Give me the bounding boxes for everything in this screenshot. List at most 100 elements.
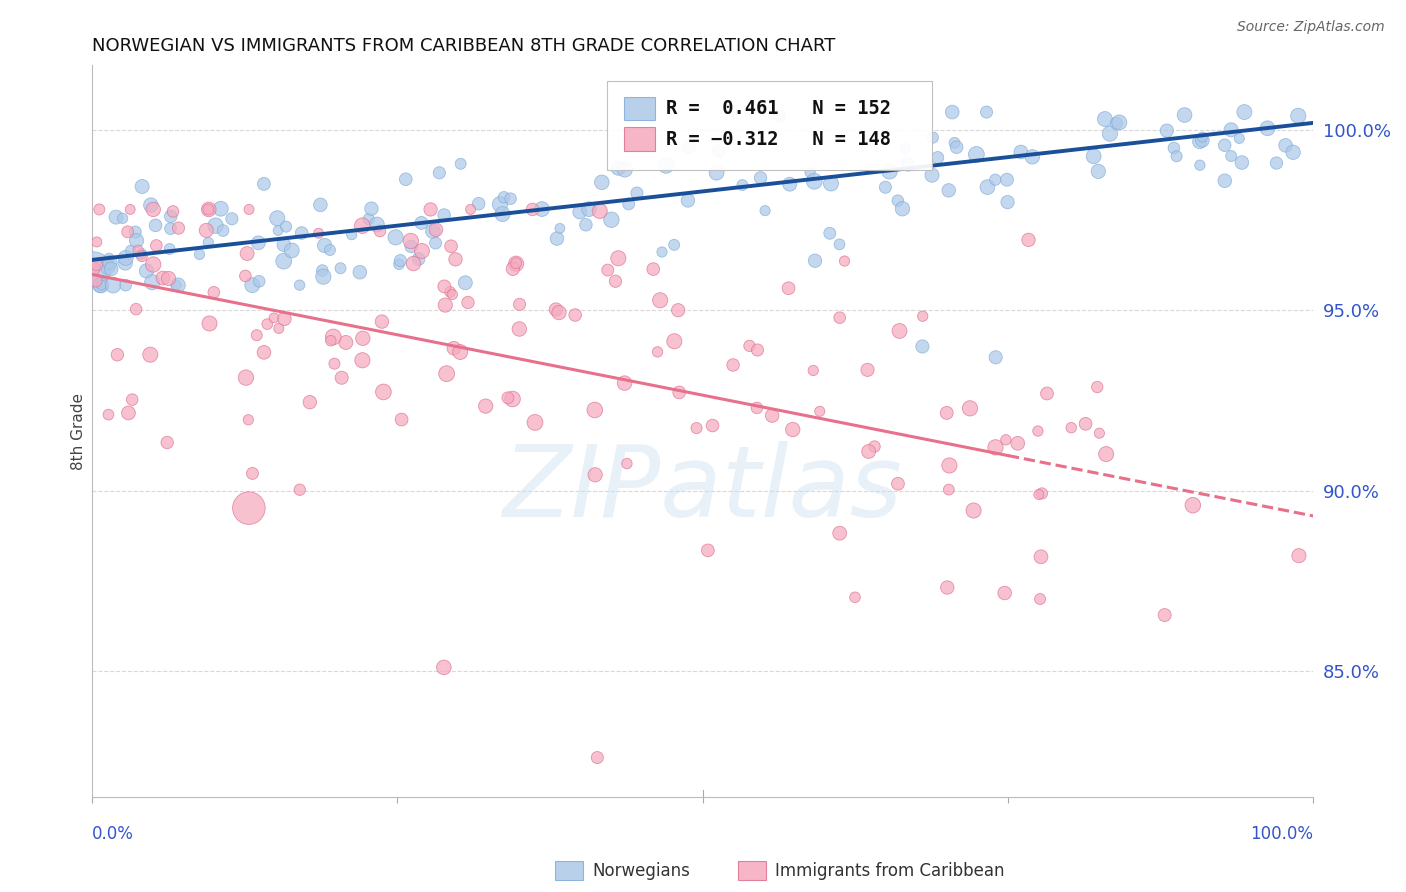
Point — [897, 157, 920, 171]
Point — [578, 202, 600, 216]
Point — [801, 363, 824, 377]
Point — [804, 253, 827, 268]
Point — [976, 180, 998, 194]
Point — [935, 406, 957, 420]
Point — [747, 343, 769, 357]
Point — [997, 195, 1019, 210]
Point — [731, 178, 754, 192]
Point — [247, 274, 270, 288]
Point — [643, 262, 665, 277]
Point — [607, 252, 630, 266]
Point — [145, 238, 167, 252]
Point — [467, 196, 489, 211]
Point — [312, 269, 335, 284]
Point — [388, 257, 411, 271]
Point — [1108, 115, 1130, 129]
Point — [460, 202, 482, 217]
Point — [891, 202, 914, 216]
Point — [204, 219, 226, 233]
Point — [1288, 549, 1310, 563]
Point — [1265, 156, 1288, 170]
Point — [97, 260, 120, 274]
Point — [439, 285, 461, 299]
Point — [863, 440, 886, 454]
Point — [340, 227, 363, 242]
Text: NORWEGIAN VS IMMIGRANTS FROM CARIBBEAN 8TH GRADE CORRELATION CHART: NORWEGIAN VS IMMIGRANTS FROM CARIBBEAN 8… — [91, 37, 835, 55]
Point — [159, 242, 181, 256]
Point — [1028, 487, 1050, 501]
Point — [1191, 130, 1213, 145]
Point — [1163, 141, 1185, 155]
Point — [589, 204, 612, 219]
Point — [425, 235, 447, 250]
Point — [782, 423, 804, 437]
Point — [489, 197, 512, 211]
Point — [911, 309, 934, 323]
Point — [668, 385, 690, 400]
Point — [1282, 145, 1305, 160]
Point — [818, 226, 841, 240]
Point — [548, 305, 571, 319]
Point — [298, 395, 321, 409]
Point — [114, 251, 136, 265]
Point — [875, 180, 897, 194]
Point — [1173, 108, 1195, 122]
Point — [844, 591, 866, 605]
Point — [591, 175, 613, 189]
Point — [962, 503, 984, 517]
Point — [600, 212, 623, 227]
Point — [502, 392, 524, 406]
Point — [738, 339, 761, 353]
Point — [311, 263, 333, 277]
Point — [647, 344, 669, 359]
Point — [235, 370, 257, 384]
Point — [778, 281, 800, 295]
Point — [1156, 123, 1178, 137]
Point — [938, 183, 960, 197]
Point — [449, 345, 471, 359]
Point — [1188, 158, 1211, 172]
Point — [1085, 380, 1108, 394]
Point — [626, 186, 648, 201]
Point — [889, 324, 911, 338]
Point — [505, 257, 527, 271]
Point — [117, 406, 139, 420]
Point — [613, 162, 636, 177]
Point — [803, 174, 825, 188]
Point — [105, 210, 128, 224]
Point — [887, 194, 910, 208]
Point — [617, 197, 640, 211]
Point — [1094, 112, 1116, 126]
Point — [145, 219, 167, 233]
Point — [291, 226, 314, 240]
Point — [749, 170, 772, 185]
FancyBboxPatch shape — [607, 81, 932, 169]
Point — [911, 339, 934, 353]
Point — [188, 247, 211, 261]
Point — [212, 224, 235, 238]
Text: R =  0.461   N = 152: R = 0.461 N = 152 — [666, 99, 891, 118]
Point — [197, 202, 219, 217]
Point — [142, 202, 165, 217]
Point — [308, 227, 330, 241]
Point — [195, 223, 218, 237]
Bar — [624, 96, 655, 120]
Point — [651, 245, 673, 260]
Point — [86, 235, 108, 249]
Point — [84, 274, 107, 288]
Point — [436, 367, 458, 381]
Point — [209, 202, 232, 216]
Point — [162, 204, 184, 219]
Point — [120, 202, 142, 217]
Point — [368, 224, 391, 238]
Point — [441, 287, 464, 301]
Point — [253, 345, 276, 359]
Point — [499, 192, 522, 206]
Point — [352, 219, 374, 233]
Point — [352, 353, 374, 368]
Point — [156, 435, 179, 450]
Point — [198, 317, 221, 331]
Point — [676, 194, 699, 208]
Point — [650, 293, 672, 308]
Point — [314, 238, 336, 252]
